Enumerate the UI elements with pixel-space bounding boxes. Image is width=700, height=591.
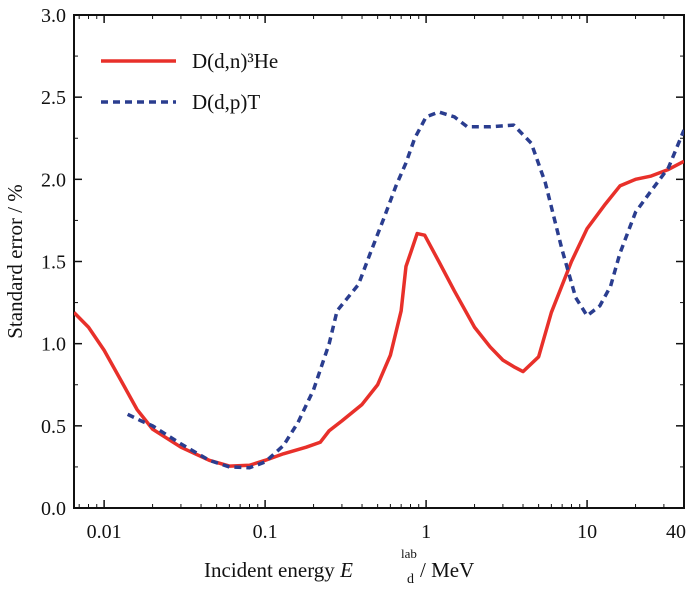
x-tick-label: 10 xyxy=(577,521,597,543)
y-tick-label: 1.0 xyxy=(41,334,66,356)
legend-label-dd-n-he3: D(d,n)³He xyxy=(192,49,278,73)
series-line-dd-p-t xyxy=(126,110,684,470)
x-axis-label-subscript: d xyxy=(407,572,414,587)
y-tick-label: 2.5 xyxy=(41,87,66,109)
y-axis-label: Standard error / % xyxy=(3,184,27,339)
x-tick-label: 0.01 xyxy=(87,521,122,543)
y-tick-label: 0.0 xyxy=(41,498,66,520)
y-tick-label: 3.0 xyxy=(41,5,66,27)
x-tick-label: 0.1 xyxy=(253,521,278,543)
legend: D(d,n)³He D(d,p)T xyxy=(101,49,278,114)
x-axis-label-superscript: lab xyxy=(401,546,417,561)
x-axis-label-suffix: / MeV xyxy=(420,558,474,582)
x-axis-label-symbol: E xyxy=(339,558,353,582)
series-line-dd-n-he3 xyxy=(74,159,684,468)
x-tick-label: 40 xyxy=(666,521,686,543)
y-tick-label: 1.5 xyxy=(41,252,66,274)
legend-label-dd-p-t: D(d,p)T xyxy=(192,90,260,114)
series-layer xyxy=(74,110,684,470)
x-tick-label: 1 xyxy=(421,521,431,543)
y-tick-label: 2.0 xyxy=(41,169,66,191)
y-tick-label: 0.5 xyxy=(41,416,66,438)
x-axis-label: Incident energy E xyxy=(204,558,353,582)
tick-layer: 0.0 0.5 1.0 1.5 2.0 2.5 3.0 0.01 0.1 1 10 40 xyxy=(41,5,686,543)
x-axis-label-prefix: Incident energy xyxy=(204,558,340,582)
